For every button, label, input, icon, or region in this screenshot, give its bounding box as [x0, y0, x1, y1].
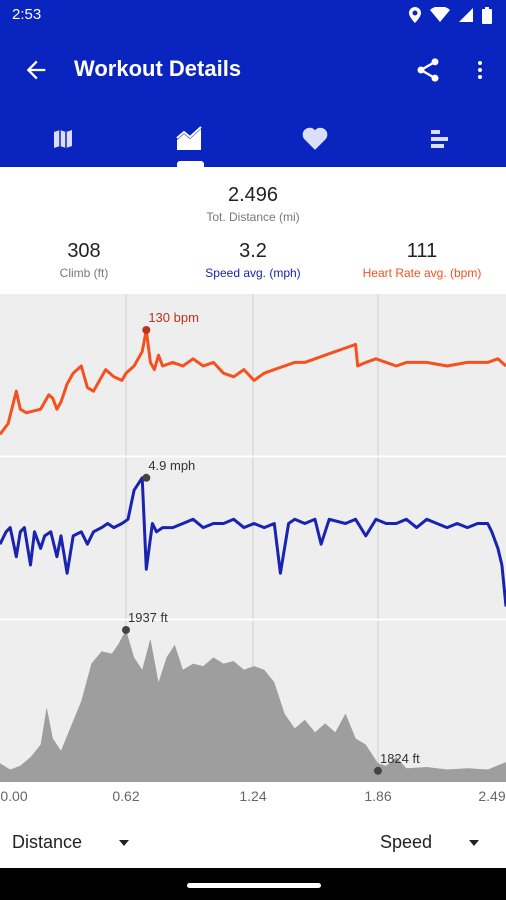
area-chart-icon: [176, 125, 202, 150]
back-arrow-icon[interactable]: [22, 56, 50, 84]
tab-bar: [0, 110, 506, 167]
heart-rate-marker-dot: [142, 326, 151, 334]
home-gesture-pill[interactable]: [187, 883, 321, 888]
elevation-area: [0, 630, 506, 782]
tab-map[interactable]: [0, 110, 126, 167]
speed-marker-dot: [142, 473, 151, 482]
distance-stat: 2.496 Tot. Distance (mi): [153, 184, 353, 224]
status-bar: 2:53: [0, 0, 506, 30]
tab-heart-rate[interactable]: [252, 110, 378, 167]
heart-icon: [302, 127, 328, 150]
x-axis-ticks: 0.00 0.62 1.24 1.86 2.49: [0, 788, 506, 808]
x-axis-dropdown-label: Distance: [12, 832, 83, 852]
heart-rate-label: Heart Rate avg. (bpm): [362, 266, 482, 280]
metric-dropdown-label: Speed: [380, 832, 433, 852]
x-tick: 1.24: [239, 788, 267, 804]
distance-label: Tot. Distance (mi): [206, 210, 300, 224]
heart-rate-marker-label: 130 bpm: [148, 310, 199, 325]
speed-line: [0, 476, 506, 607]
elevation-marker-label: 1824 ft: [380, 751, 420, 766]
battery-icon: [482, 6, 492, 24]
tab-splits[interactable]: [378, 110, 504, 167]
x-tick: 2.49: [478, 788, 506, 804]
heart-rate-line: [0, 328, 506, 436]
map-icon: [54, 129, 72, 148]
system-nav-bar: [0, 868, 506, 900]
tab-indicator: [177, 161, 204, 167]
climb-label: Climb (ft): [59, 266, 109, 280]
climb-stat: 308 Climb (ft): [0, 240, 168, 280]
status-time: 2:53: [12, 6, 42, 23]
x-tick: 1.86: [364, 788, 392, 804]
elevation-marker-dot: [121, 625, 130, 634]
location-icon: [409, 7, 421, 23]
dropdown-arrow-icon: [469, 839, 480, 846]
speed-value: 3.2: [239, 240, 267, 262]
dropdown-arrow-icon: [119, 839, 130, 846]
wifi-icon: [430, 7, 450, 22]
app-bar: Workout Details: [0, 30, 506, 110]
climb-value: 308: [67, 240, 101, 262]
heart-rate-value: 111: [406, 240, 438, 262]
more-options-icon[interactable]: [468, 56, 492, 84]
heart-rate-stat: 111 Heart Rate avg. (bpm): [338, 240, 506, 280]
elevation-marker-label: 1937 ft: [128, 610, 168, 625]
distance-value: 2.496: [227, 184, 279, 206]
elevation-marker-dot: [373, 766, 382, 775]
tab-charts[interactable]: [126, 110, 252, 167]
x-tick: 0.62: [112, 788, 140, 804]
status-icons: [408, 5, 492, 25]
x-axis-dropdown[interactable]: Distance: [12, 832, 130, 853]
share-icon[interactable]: [414, 56, 442, 84]
speed-marker-label: 4.9 mph: [148, 458, 195, 473]
speed-label: Speed avg. (mph): [205, 266, 301, 280]
bar-list-icon: [431, 129, 448, 148]
x-tick: 0.00: [0, 788, 28, 804]
workout-charts[interactable]: 130 bpm 4.9 mph 1937 ft 1824 ft: [0, 294, 506, 782]
chart-panel[interactable]: 130 bpm 4.9 mph 1937 ft 1824 ft: [0, 294, 506, 782]
speed-stat: 3.2 Speed avg. (mph): [168, 240, 338, 280]
page-title: Workout Details: [74, 56, 242, 81]
metric-dropdown[interactable]: Speed: [380, 832, 480, 853]
signal-icon: [459, 8, 473, 22]
chart-footer: Distance Speed: [0, 820, 506, 868]
